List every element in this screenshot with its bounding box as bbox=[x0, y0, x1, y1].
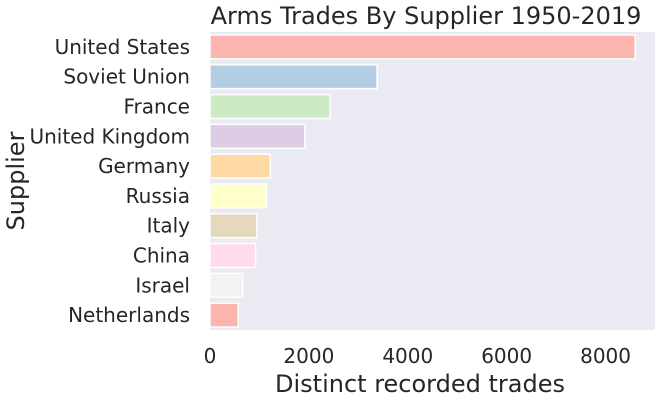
bar-italy bbox=[209, 213, 258, 239]
category-label: Netherlands bbox=[68, 303, 190, 327]
category-label: Russia bbox=[126, 184, 190, 208]
category-label: China bbox=[133, 244, 190, 268]
x-tick-label: 6000 bbox=[481, 344, 532, 368]
chart-title: Arms Trades By Supplier 1950-2019 bbox=[211, 2, 642, 30]
x-tick-label: 2000 bbox=[283, 344, 334, 368]
bar-germany bbox=[209, 153, 272, 179]
x-tick-labels-group: 0 2000 4000 6000 8000 bbox=[204, 344, 631, 368]
x-tick-label: 4000 bbox=[382, 344, 433, 368]
category-labels-group: United States Soviet Union France United Ki… bbox=[29, 35, 190, 327]
bar-russia bbox=[209, 183, 268, 209]
bar-france bbox=[209, 93, 331, 120]
bar-soviet-union bbox=[209, 64, 378, 90]
bar-united-states bbox=[209, 34, 636, 60]
y-axis-label: Supplier bbox=[2, 131, 30, 230]
bar-united-kingdom bbox=[209, 123, 306, 149]
category-label: France bbox=[123, 95, 190, 119]
category-label: Germany bbox=[98, 154, 190, 178]
x-tick-label: 8000 bbox=[580, 344, 631, 368]
category-label: Soviet Union bbox=[63, 65, 190, 89]
category-label: United Kingdom bbox=[29, 124, 190, 148]
category-label: Italy bbox=[147, 214, 191, 238]
bar-israel bbox=[209, 272, 244, 298]
category-label: United States bbox=[55, 35, 190, 59]
bar-netherlands bbox=[209, 302, 239, 328]
bar-china bbox=[209, 242, 257, 269]
category-label: Israel bbox=[135, 273, 190, 297]
x-axis-label: Distinct recorded trades bbox=[275, 370, 565, 398]
bars-group bbox=[209, 34, 636, 328]
x-tick-label: 0 bbox=[204, 344, 217, 368]
